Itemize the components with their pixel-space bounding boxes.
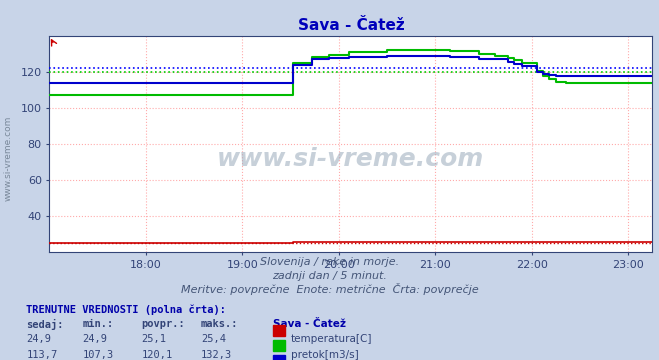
Text: temperatura[C]: temperatura[C] (291, 334, 372, 345)
Text: 25,4: 25,4 (201, 334, 226, 345)
Text: 24,9: 24,9 (82, 334, 107, 345)
Text: sedaj:: sedaj: (26, 319, 64, 330)
Text: min.:: min.: (82, 319, 113, 329)
Text: Slovenija / reke in morje.: Slovenija / reke in morje. (260, 257, 399, 267)
Title: Sava - Čatež: Sava - Čatež (298, 18, 404, 33)
Text: pretok[m3/s]: pretok[m3/s] (291, 350, 358, 360)
Text: 107,3: 107,3 (82, 350, 113, 360)
Text: Meritve: povprečne  Enote: metrične  Črta: povprečje: Meritve: povprečne Enote: metrične Črta:… (181, 283, 478, 296)
Text: 132,3: 132,3 (201, 350, 232, 360)
Text: 113,7: 113,7 (26, 350, 57, 360)
Text: Sava - Čatež: Sava - Čatež (273, 319, 347, 329)
Text: zadnji dan / 5 minut.: zadnji dan / 5 minut. (272, 271, 387, 281)
Text: 120,1: 120,1 (142, 350, 173, 360)
Text: 25,1: 25,1 (142, 334, 167, 345)
Text: maks.:: maks.: (201, 319, 239, 329)
Text: povpr.:: povpr.: (142, 319, 185, 329)
Text: www.si-vreme.com: www.si-vreme.com (217, 147, 484, 171)
Text: www.si-vreme.com: www.si-vreme.com (3, 116, 13, 201)
Text: TRENUTNE VREDNOSTI (polna črta):: TRENUTNE VREDNOSTI (polna črta): (26, 304, 226, 315)
Text: 24,9: 24,9 (26, 334, 51, 345)
